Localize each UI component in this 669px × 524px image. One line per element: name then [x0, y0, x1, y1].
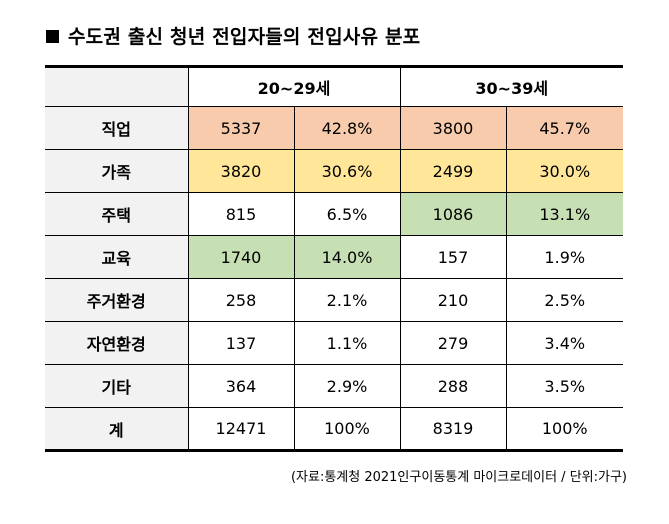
source-note: (자료:통계청 2021인구이동통계 마이크로데이터 / 단위:가구)	[290, 470, 627, 485]
title-text: 수도권 출신 청년 전입자들의 전입사유 분포	[68, 26, 421, 48]
pct-30-39: 3.4%	[506, 321, 623, 365]
pct-20-29: 30.6%	[294, 149, 401, 193]
pct-20-29: 42.8%	[294, 106, 401, 150]
row-label: 직업	[45, 106, 189, 150]
count-20-29: 5337	[188, 106, 295, 150]
pct-20-29: 6.5%	[294, 192, 401, 236]
count-20-29: 12471	[188, 407, 295, 451]
column-header-20-29: 20~29세	[188, 66, 401, 107]
header-row: 20~29세 30~39세	[45, 66, 623, 107]
count-20-29: 3820	[188, 149, 295, 193]
count-30-39: 279	[400, 321, 507, 365]
black-square-icon	[46, 30, 59, 43]
pct-30-39: 45.7%	[506, 106, 623, 150]
table-row-other: 기타 364 2.9% 288 3.5%	[45, 364, 623, 408]
pct-30-39: 2.5%	[506, 278, 623, 322]
table-row-education: 교육 1740 14.0% 157 1.9%	[45, 235, 623, 279]
corner-cell	[45, 66, 189, 107]
distribution-table: 20~29세 30~39세 직업 5337 42.8% 3800 45.7% 가…	[45, 65, 623, 452]
pct-30-39: 30.0%	[506, 149, 623, 193]
count-20-29: 258	[188, 278, 295, 322]
count-30-39: 2499	[400, 149, 507, 193]
count-20-29: 137	[188, 321, 295, 365]
row-label: 기타	[45, 364, 189, 408]
pct-30-39: 3.5%	[506, 364, 623, 408]
row-label: 계	[45, 407, 189, 451]
row-label: 가족	[45, 149, 189, 193]
table-row-natural-environment: 자연환경 137 1.1% 279 3.4%	[45, 321, 623, 365]
count-30-39: 3800	[400, 106, 507, 150]
table-row-living-environment: 주거환경 258 2.1% 210 2.5%	[45, 278, 623, 322]
pct-20-29: 100%	[294, 407, 401, 451]
row-label: 교육	[45, 235, 189, 279]
count-30-39: 288	[400, 364, 507, 408]
count-20-29: 364	[188, 364, 295, 408]
count-30-39: 157	[400, 235, 507, 279]
pct-30-39: 1.9%	[506, 235, 623, 279]
pct-30-39: 100%	[541, 419, 588, 438]
pct-30-39: 13.1%	[506, 192, 623, 236]
row-label: 자연환경	[45, 321, 189, 365]
count-30-39: 8319	[400, 407, 507, 451]
column-header-30-39: 30~39세	[400, 66, 623, 107]
table-row-total: 계 12471 100% 8319 100%	[45, 407, 623, 451]
count-20-29: 815	[188, 192, 295, 236]
pct-20-29: 2.1%	[294, 278, 401, 322]
table-row-job: 직업 5337 42.8% 3800 45.7%	[45, 106, 623, 150]
pct-20-29: 2.9%	[294, 364, 401, 408]
row-label: 주거환경	[45, 278, 189, 322]
pct-20-29: 14.0%	[294, 235, 401, 279]
table-row-family: 가족 3820 30.6% 2499 30.0%	[45, 149, 623, 193]
table-row-housing: 주택 815 6.5% 1086 13.1%	[45, 192, 623, 236]
pct-20-29: 1.1%	[294, 321, 401, 365]
row-label: 주택	[45, 192, 189, 236]
document-title: 수도권 출신 청년 전입자들의 전입사유 분포	[46, 22, 420, 49]
count-20-29: 1740	[188, 235, 295, 279]
count-30-39: 1086	[400, 192, 507, 236]
count-30-39: 210	[400, 278, 507, 322]
